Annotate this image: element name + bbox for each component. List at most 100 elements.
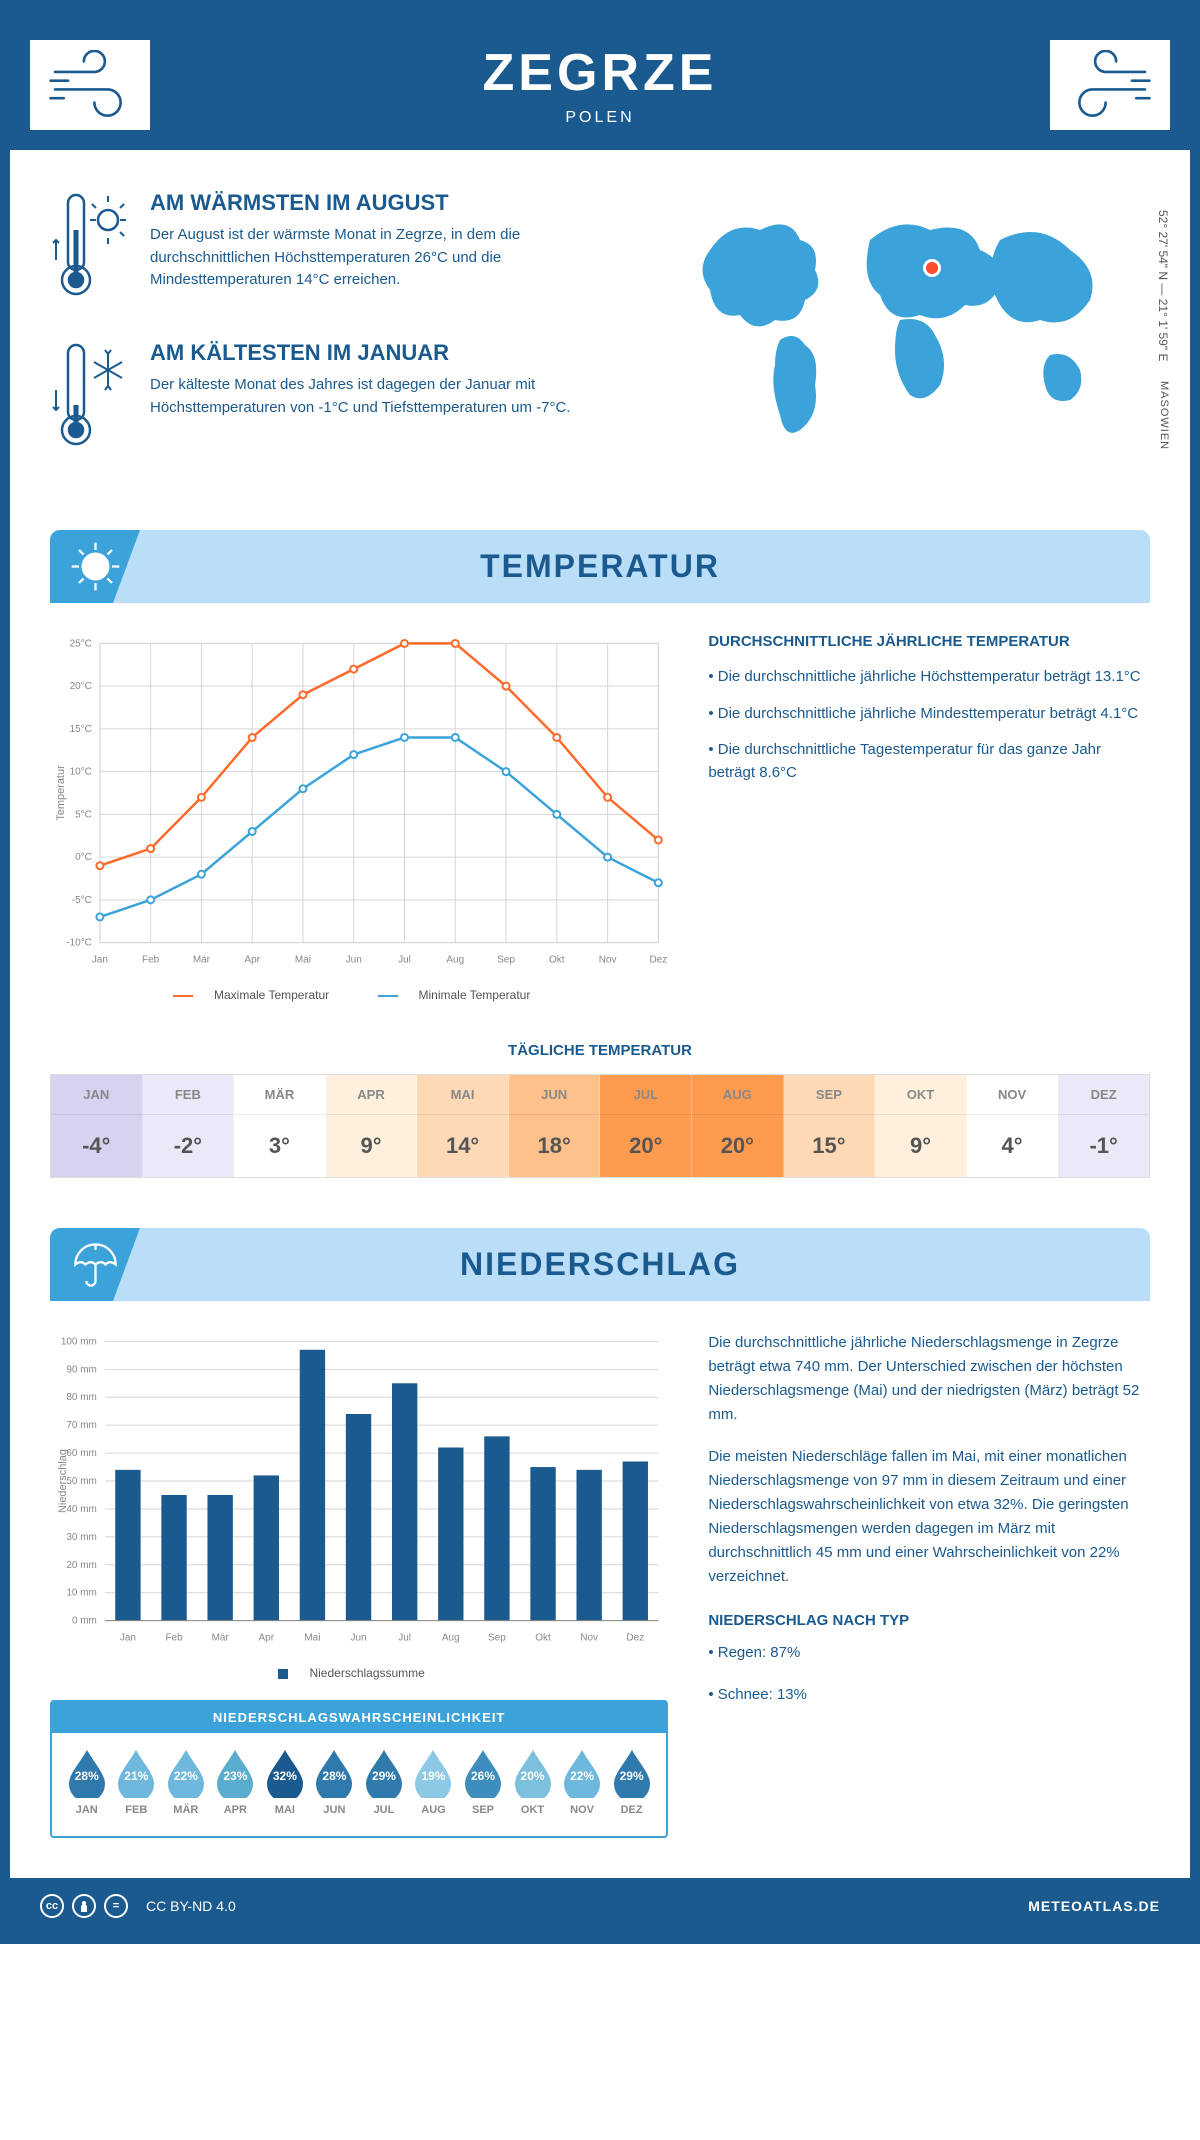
- svg-text:Jul: Jul: [398, 955, 411, 966]
- svg-text:Jun: Jun: [351, 1633, 367, 1644]
- warmest-title: AM WÄRMSTEN IM AUGUST: [150, 190, 630, 216]
- coordinates: 52° 27' 54" N — 21° 1' 59" E: [1156, 210, 1170, 361]
- region-label: MASOWIEN: [1158, 381, 1170, 450]
- svg-text:-10°C: -10°C: [66, 938, 92, 949]
- temp-info-title: DURCHSCHNITTLICHE JÄHRLICHE TEMPERATUR: [708, 633, 1150, 650]
- temp-legend: Maximale Temperatur Minimale Temperatur: [50, 988, 668, 1002]
- daily-cell: MAI 14°: [417, 1075, 509, 1177]
- daily-cell: NOV 4°: [967, 1075, 1059, 1177]
- precipitation-section-header: NIEDERSCHLAG: [50, 1228, 1150, 1301]
- svg-text:Nov: Nov: [580, 1633, 598, 1644]
- wind-icon-right: [1050, 40, 1170, 130]
- daily-cell: DEZ -1°: [1058, 1075, 1149, 1177]
- svg-text:Feb: Feb: [165, 1633, 183, 1644]
- svg-text:15°C: 15°C: [70, 724, 92, 735]
- warmest-fact: AM WÄRMSTEN IM AUGUST Der August ist der…: [50, 190, 630, 305]
- svg-text:Mär: Mär: [212, 1633, 230, 1644]
- prob-cell: 21% FEB: [112, 1748, 162, 1816]
- thermometer-hot-icon: [50, 190, 130, 305]
- temperature-section-header: TEMPERATUR: [50, 530, 1150, 603]
- daily-cell: OKT 9°: [875, 1075, 967, 1177]
- thermometer-cold-icon: [50, 340, 130, 455]
- svg-text:Temperatur: Temperatur: [55, 765, 67, 821]
- prob-cell: 28% JUN: [310, 1748, 360, 1816]
- svg-text:Niederschlag: Niederschlag: [57, 1449, 69, 1513]
- precipitation-info: Die durchschnittliche jährliche Niedersc…: [708, 1331, 1150, 1838]
- daily-cell: APR 9°: [326, 1075, 418, 1177]
- daily-temp-title: TÄGLICHE TEMPERATUR: [50, 1042, 1150, 1059]
- probability-title: NIEDERSCHLAGSWAHRSCHEINLICHKEIT: [52, 1702, 666, 1733]
- site-name: METEOATLAS.DE: [1028, 1898, 1160, 1914]
- daily-cell: JUN 18°: [509, 1075, 601, 1177]
- svg-text:0 mm: 0 mm: [72, 1616, 97, 1627]
- svg-text:Feb: Feb: [142, 955, 160, 966]
- svg-text:Mai: Mai: [304, 1633, 320, 1644]
- svg-text:80 mm: 80 mm: [66, 1392, 96, 1403]
- wind-icon-left: [30, 40, 150, 130]
- prob-cell: 28% JAN: [62, 1748, 112, 1816]
- svg-text:Nov: Nov: [599, 955, 617, 966]
- daily-cell: SEP 15°: [784, 1075, 876, 1177]
- svg-text:25°C: 25°C: [70, 638, 92, 649]
- svg-text:Jul: Jul: [398, 1633, 411, 1644]
- svg-text:10°C: 10°C: [70, 767, 92, 778]
- prob-cell: 29% JUL: [359, 1748, 409, 1816]
- temperature-chart: -10°C-5°C0°C5°C10°C15°C20°C25°CJanFebMär…: [50, 633, 668, 1002]
- prob-cell: 22% MÄR: [161, 1748, 211, 1816]
- daily-cell: AUG 20°: [692, 1075, 784, 1177]
- svg-text:0°C: 0°C: [75, 852, 92, 863]
- prob-cell: 22% NOV: [557, 1748, 607, 1816]
- svg-text:40 mm: 40 mm: [66, 1504, 96, 1515]
- svg-text:Aug: Aug: [446, 955, 464, 966]
- precip-type-title: NIEDERSCHLAG NACH TYP: [708, 1609, 1150, 1633]
- svg-text:Dez: Dez: [649, 955, 667, 966]
- svg-text:Jun: Jun: [346, 955, 362, 966]
- prob-cell: 29% DEZ: [607, 1748, 657, 1816]
- svg-text:Apr: Apr: [244, 955, 260, 966]
- svg-text:Jan: Jan: [92, 955, 108, 966]
- probability-box: NIEDERSCHLAGSWAHRSCHEINLICHKEIT 28% JAN …: [50, 1700, 668, 1838]
- daily-cell: JAN -4°: [51, 1075, 143, 1177]
- daily-cell: JUL 20°: [600, 1075, 692, 1177]
- svg-text:Okt: Okt: [535, 1633, 551, 1644]
- coldest-text: Der kälteste Monat des Jahres ist dagege…: [150, 374, 630, 419]
- svg-text:30 mm: 30 mm: [66, 1532, 96, 1543]
- warmest-text: Der August ist der wärmste Monat in Zegr…: [150, 224, 630, 292]
- svg-text:Aug: Aug: [442, 1633, 460, 1644]
- svg-text:Okt: Okt: [549, 955, 565, 966]
- sun-icon: [50, 530, 140, 603]
- svg-text:Mär: Mär: [193, 955, 211, 966]
- nd-icon: =: [104, 1894, 128, 1918]
- daily-temp-grid: JAN -4° FEB -2° MÄR 3° APR 9° MAI 14° JU…: [50, 1074, 1150, 1178]
- prob-cell: 19% AUG: [409, 1748, 459, 1816]
- svg-text:Mai: Mai: [295, 955, 311, 966]
- footer: cc = CC BY-ND 4.0 METEOATLAS.DE: [10, 1878, 1190, 1934]
- precipitation-chart: 0 mm10 mm20 mm30 mm40 mm50 mm60 mm70 mm8…: [50, 1331, 668, 1838]
- svg-text:Dez: Dez: [626, 1633, 644, 1644]
- prob-cell: 23% APR: [211, 1748, 261, 1816]
- prob-cell: 20% OKT: [508, 1748, 558, 1816]
- daily-cell: MÄR 3°: [234, 1075, 326, 1177]
- svg-text:70 mm: 70 mm: [66, 1420, 96, 1431]
- svg-text:50 mm: 50 mm: [66, 1476, 96, 1487]
- umbrella-icon: [50, 1228, 140, 1301]
- svg-text:Apr: Apr: [259, 1633, 275, 1644]
- cc-icon: cc: [40, 1894, 64, 1918]
- daily-cell: FEB -2°: [143, 1075, 235, 1177]
- facts-column: AM WÄRMSTEN IM AUGUST Der August ist der…: [50, 190, 630, 490]
- coldest-title: AM KÄLTESTEN IM JANUAR: [150, 340, 630, 366]
- by-icon: [72, 1894, 96, 1918]
- temperature-info: DURCHSCHNITTLICHE JÄHRLICHE TEMPERATUR •…: [708, 633, 1150, 1002]
- precip-legend: Niederschlagssumme: [50, 1666, 668, 1680]
- svg-text:60 mm: 60 mm: [66, 1448, 96, 1459]
- prob-cell: 26% SEP: [458, 1748, 508, 1816]
- page-title: ZEGRZE: [150, 43, 1050, 103]
- svg-text:10 mm: 10 mm: [66, 1588, 96, 1599]
- prob-cell: 32% MAI: [260, 1748, 310, 1816]
- coldest-fact: AM KÄLTESTEN IM JANUAR Der kälteste Mona…: [50, 340, 630, 455]
- license-text: CC BY-ND 4.0: [146, 1898, 236, 1914]
- svg-text:5°C: 5°C: [75, 809, 92, 820]
- temperature-title: TEMPERATUR: [80, 548, 1120, 585]
- precipitation-title: NIEDERSCHLAG: [80, 1246, 1120, 1283]
- svg-text:100 mm: 100 mm: [61, 1336, 97, 1347]
